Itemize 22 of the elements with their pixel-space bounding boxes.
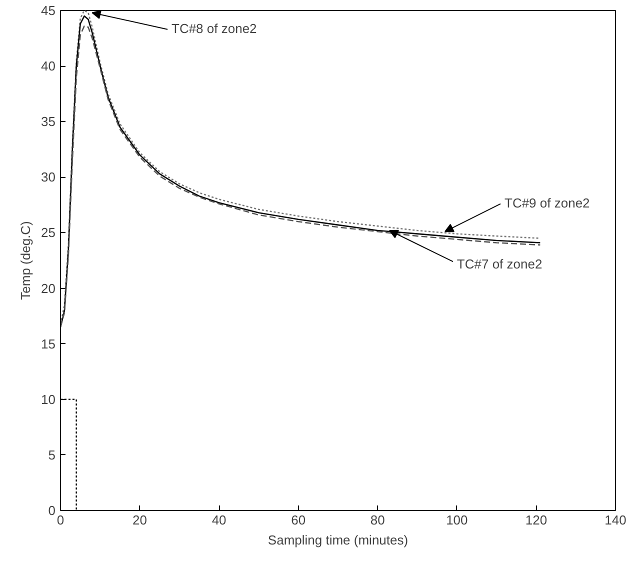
y-tick-label: 5 [48, 447, 56, 462]
y-axis-title: Temp (deg.C) [18, 221, 34, 300]
x-tick-label: 140 [604, 512, 626, 528]
x-tick-label: 100 [446, 512, 468, 528]
x-tick-label: 80 [370, 512, 385, 528]
y-tick-label: 30 [41, 170, 56, 185]
y-tick-label: 35 [41, 114, 56, 130]
x-tick-label: 20 [132, 512, 148, 528]
y-tick-label: 20 [41, 280, 56, 296]
annotation: TC#8 of zone2 [172, 21, 257, 36]
y-tick-label: 45 [41, 3, 56, 18]
x-tick-label: 40 [212, 512, 226, 528]
annotation: TC#9 of zone2 [504, 196, 590, 210]
x-axis-title: Sampling time (minutes) [268, 532, 408, 548]
x-tick-label: 60 [291, 512, 306, 528]
annotation: TC#7 of zone2 [456, 256, 542, 272]
x-tick-label: 120 [525, 512, 548, 528]
y-tick-label: 40 [41, 58, 56, 74]
y-tick-label: 15 [41, 336, 56, 352]
y-tick-label: 10 [41, 392, 56, 407]
y-tick-label: 0 [48, 503, 56, 518]
y-tick-label: 25 [41, 225, 56, 240]
